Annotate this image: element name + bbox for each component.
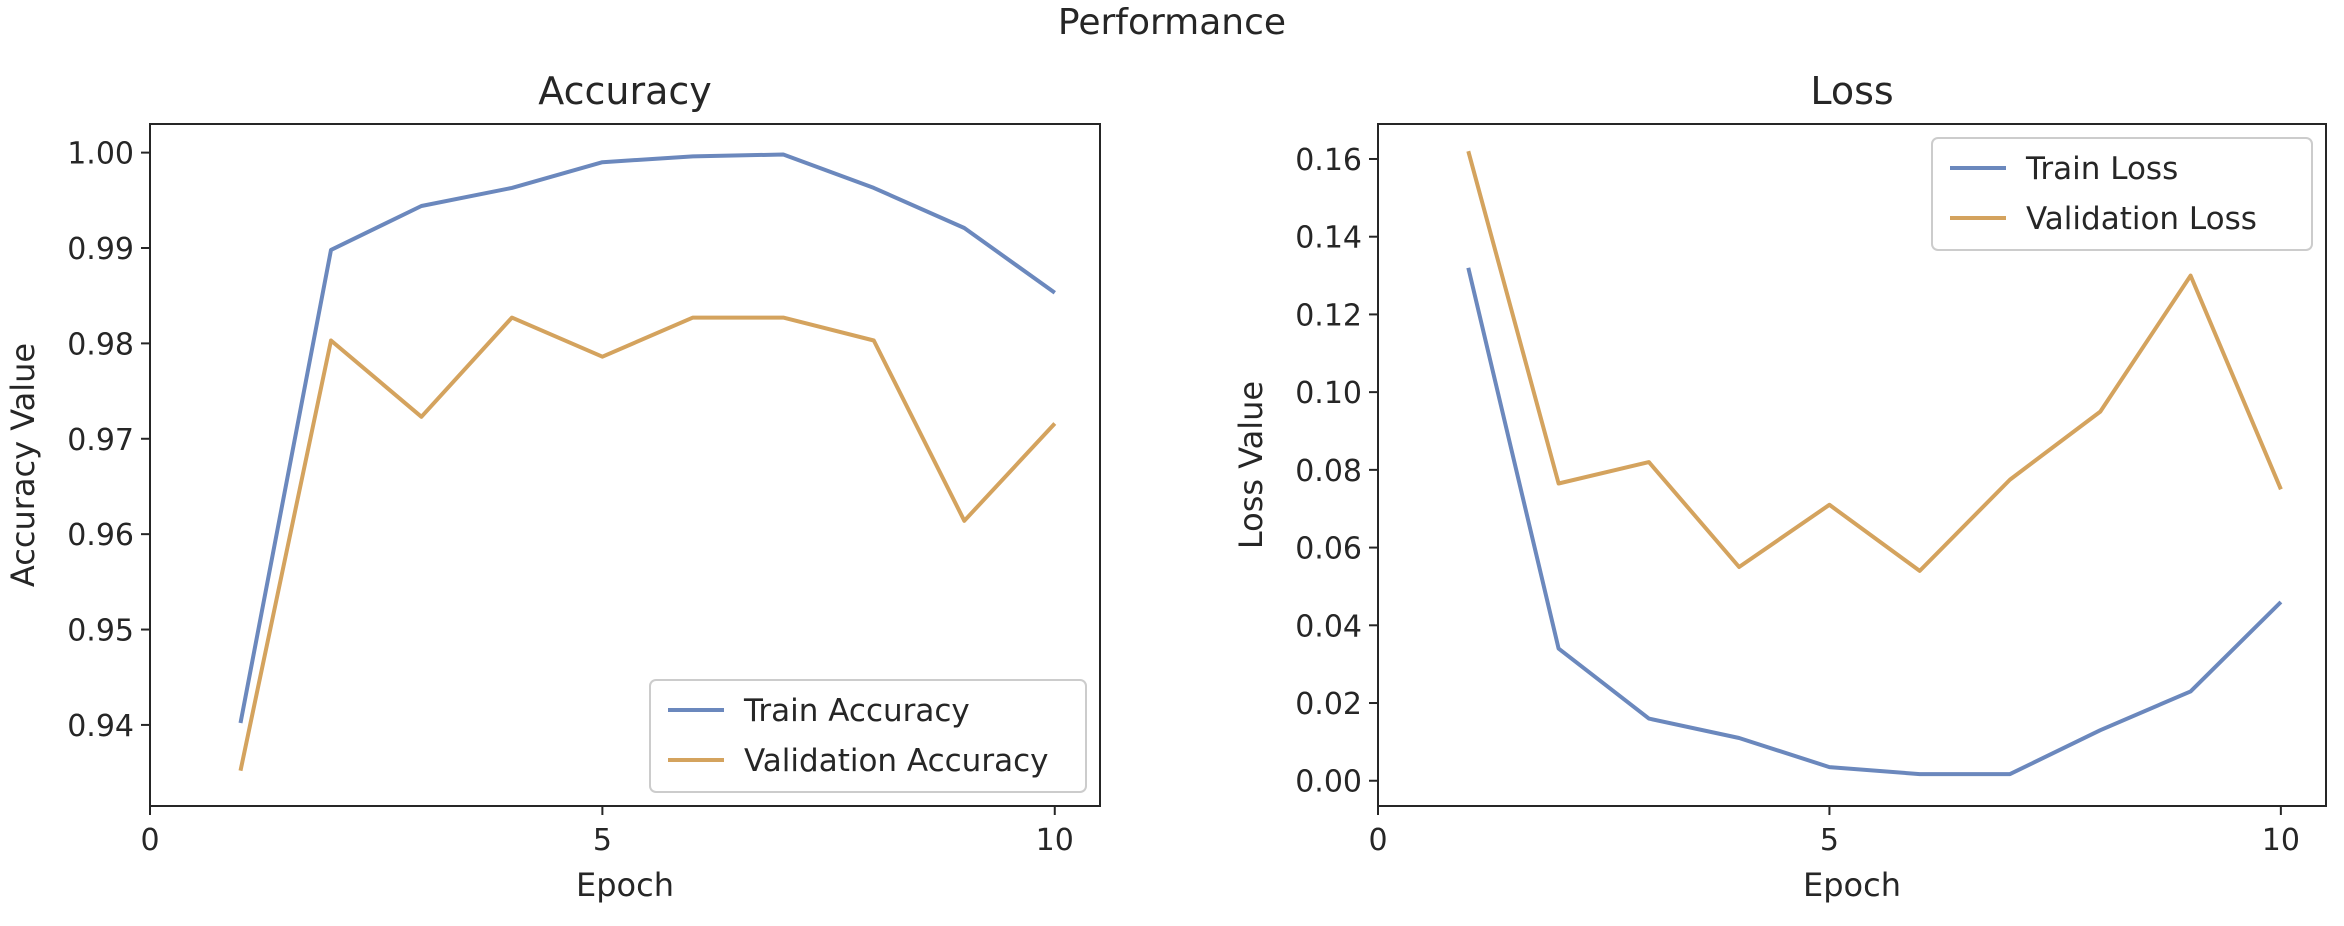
accuracy-y-tick-label: 0.94: [67, 709, 134, 744]
loss-y-tick-label: 0.06: [1295, 532, 1362, 567]
accuracy-legend: Train Accuracy Validation Accuracy: [649, 679, 1087, 793]
loss-chart-title: Loss: [1810, 69, 1893, 113]
loss-y-tick-label: 0.14: [1295, 221, 1362, 256]
loss-chart: 0 5 10 0.00 0.02 0.04 0.06 0.08 0.10 0.12 0.14 0.16…: [1232, 69, 2327, 904]
loss-y-tick-label: 0.16: [1295, 143, 1362, 178]
accuracy-legend-label-train: Train Accuracy: [743, 693, 970, 729]
loss-y-axis-label: Loss Value: [1232, 381, 1270, 549]
loss-y-tick-label: 0.04: [1295, 609, 1362, 644]
accuracy-series-line-validation: [238, 315, 1057, 772]
accuracy-legend-box: [649, 679, 1087, 793]
loss-series-line-train: [1466, 267, 2283, 777]
loss-y-tick-label: 0.00: [1295, 765, 1362, 800]
accuracy-y-tick-label: 0.98: [67, 327, 134, 362]
accuracy-x-tick-label: 5: [593, 823, 612, 858]
loss-legend-label-validation: Validation Loss: [2026, 201, 2257, 237]
loss-x-tick-label: 5: [1820, 823, 1839, 858]
loss-plot-frame: [1377, 123, 2327, 807]
loss-y-tick-label: 0.12: [1295, 298, 1362, 333]
accuracy-y-tick-label: 0.99: [67, 232, 134, 267]
accuracy-series-line-train: [238, 152, 1056, 724]
accuracy-x-axis-label: Epoch: [576, 866, 674, 904]
loss-x-tick-label: 0: [1368, 823, 1387, 858]
loss-x-tick-label: 10: [2262, 823, 2300, 858]
accuracy-y-axis-label: Accuracy Value: [4, 343, 42, 587]
loss-y-tick-label: 0.02: [1295, 687, 1362, 722]
accuracy-x-tick-label: 10: [1036, 823, 1074, 858]
loss-legend-box: [1931, 137, 2313, 251]
accuracy-y-tick-label: 0.96: [67, 518, 134, 553]
loss-x-axis-label: Epoch: [1803, 866, 1901, 904]
figure-title: Performance: [1058, 2, 1286, 43]
loss-series-line-validation: [1466, 150, 2283, 573]
accuracy-plot-frame: [149, 123, 1101, 807]
accuracy-legend-label-validation: Validation Accuracy: [744, 743, 1048, 779]
loss-legend-label-train: Train Loss: [2025, 151, 2178, 187]
accuracy-y-tick-label: 0.97: [67, 423, 134, 458]
accuracy-y-tick-label: 1.00: [67, 137, 134, 172]
accuracy-chart: 0 5 10 0.94 0.95 0.96 0.97 0.98 0.99 1.00 Accuracy…: [4, 69, 1101, 904]
loss-y-tick-label: 0.10: [1295, 376, 1362, 411]
accuracy-y-tick-label: 0.95: [67, 614, 134, 649]
accuracy-x-tick-label: 0: [140, 823, 159, 858]
loss-y-tick-label: 0.08: [1295, 454, 1362, 489]
accuracy-chart-title: Accuracy: [538, 69, 712, 113]
loss-legend: Train Loss Validation Loss: [1931, 137, 2313, 251]
